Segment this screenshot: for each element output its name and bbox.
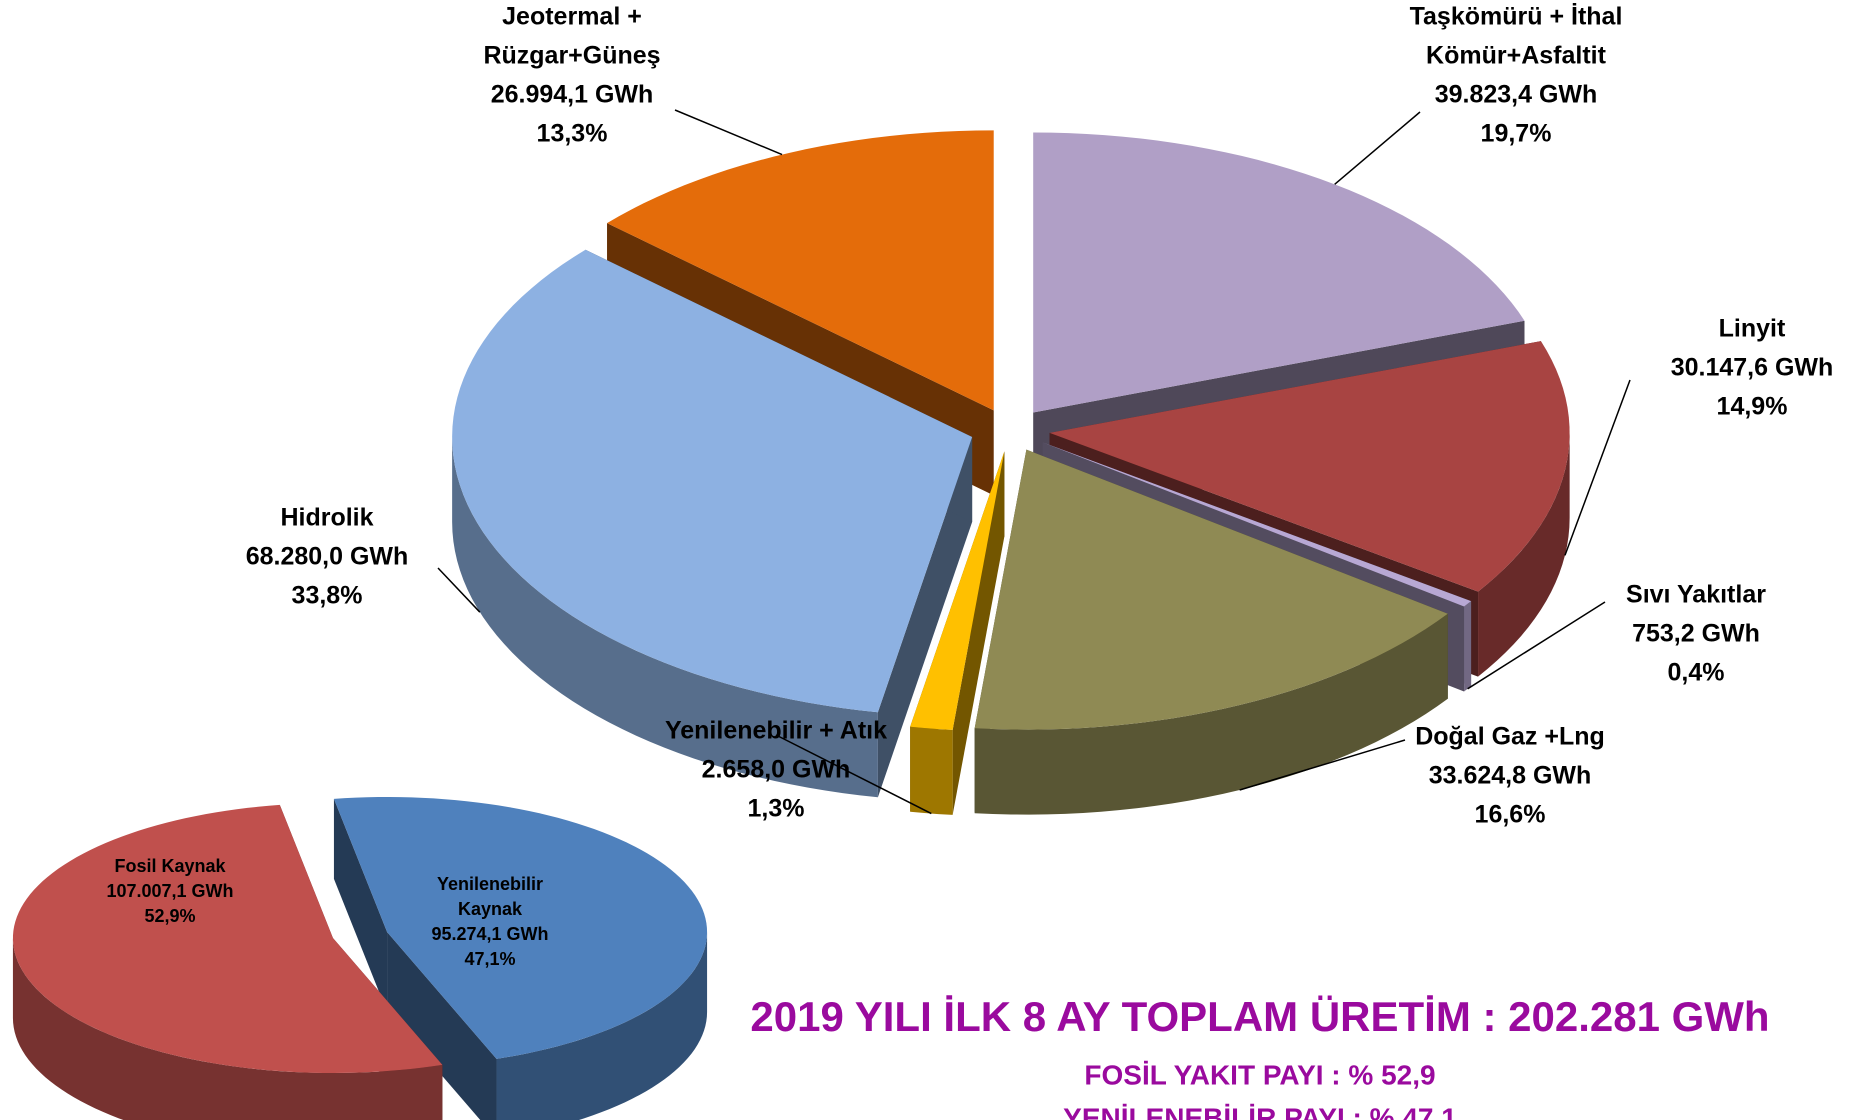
- value-label: 107.007,1 GWh: [106, 881, 233, 901]
- slice-label: Linyit: [1719, 315, 1786, 343]
- share-label: 1,3%: [748, 795, 805, 823]
- slice: [1033, 132, 1525, 413]
- slice-label: Taşkömürü + İthal: [1410, 3, 1623, 31]
- slice: [452, 249, 973, 713]
- slice: [12, 804, 443, 1074]
- summary-line: FOSİL YAKIT PAYI : % 52,9: [1084, 1059, 1435, 1090]
- value-label: 30.147,6 GWh: [1671, 354, 1834, 382]
- slice-side: [496, 931, 708, 1120]
- leader-line: [1334, 111, 1421, 185]
- slice-wall: [877, 436, 973, 798]
- leader-line: [775, 734, 932, 815]
- value-label: 26.994,1 GWh: [491, 81, 654, 109]
- leader-line: [1564, 379, 1631, 556]
- value-label: 95.274,1 GWh: [431, 924, 548, 944]
- share-label: 13,3%: [537, 120, 608, 148]
- leader-line: [1239, 739, 1406, 791]
- slice: [1042, 442, 1472, 607]
- slice-label: Hidrolik: [280, 504, 373, 532]
- slice-label: Rüzgar+Güneş: [483, 42, 660, 70]
- value-label: 753,2 GWh: [1632, 620, 1760, 648]
- share-label: 47,1%: [464, 949, 515, 969]
- slice-side: [452, 436, 878, 798]
- value-label: 33.624,8 GWh: [1429, 762, 1592, 790]
- slice-label: Yenilenebilir + Atık: [665, 717, 887, 745]
- slice-label: Sıvı Yakıtlar: [1626, 581, 1766, 609]
- slice-label: Jeotermal +: [502, 3, 642, 31]
- slice-label: Kaynak: [458, 899, 523, 919]
- slice-label: Fosil Kaynak: [114, 856, 226, 876]
- share-label: 16,6%: [1475, 801, 1546, 829]
- share-label: 0,4%: [1668, 659, 1725, 687]
- slice-side: [974, 613, 1448, 815]
- slice-side: [910, 726, 953, 815]
- leader-line: [674, 109, 783, 156]
- share-label: 33,8%: [292, 582, 363, 610]
- leader-line: [437, 567, 481, 613]
- slice: [974, 449, 1448, 730]
- slice-label: Yenilenebilir: [437, 874, 543, 894]
- share-label: 14,9%: [1717, 393, 1788, 421]
- slice-wall: [387, 931, 497, 1120]
- slice-side: [1478, 432, 1570, 677]
- share-label: 52,9%: [144, 906, 195, 926]
- slice-label: Doğal Gaz +Lng: [1415, 723, 1605, 751]
- value-label: 68.280,0 GWh: [246, 543, 409, 571]
- slice: [910, 451, 1005, 730]
- slice: [333, 796, 708, 1059]
- slice: [1049, 341, 1570, 592]
- slice-side: [1464, 601, 1472, 692]
- summary-line: YENİLENEBİLİR PAYI : % 47,1: [1063, 1102, 1457, 1120]
- pie: [452, 130, 1570, 815]
- value-label: 2.658,0 GWh: [702, 756, 851, 784]
- value-label: 39.823,4 GWh: [1435, 81, 1598, 109]
- slice-side: [12, 938, 443, 1120]
- slice-label: Kömür+Asfaltit: [1426, 42, 1607, 70]
- slice: [607, 130, 994, 411]
- leader-line: [1467, 601, 1606, 690]
- pie: [12, 796, 708, 1120]
- summary-title: 2019 YILI İLK 8 AY TOPLAM ÜRETİM : 202.2…: [750, 993, 1769, 1040]
- slice-wall: [333, 798, 388, 1012]
- share-label: 19,7%: [1481, 120, 1552, 148]
